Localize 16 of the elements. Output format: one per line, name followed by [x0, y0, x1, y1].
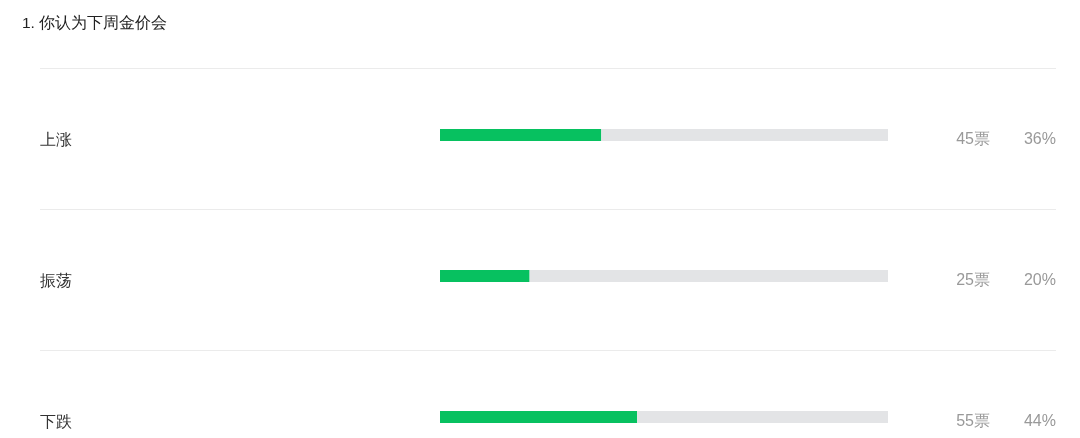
- text: 55票: [956, 411, 990, 429]
- data-label: 36%: [1023, 129, 1056, 147]
- text: 25票: [956, 270, 990, 288]
- y-tick-label: 下跌: [40, 412, 72, 430]
- bar: [637, 411, 888, 423]
- y-tick-label: 振荡: [40, 271, 72, 289]
- bar: [440, 270, 530, 282]
- bar: [601, 129, 888, 141]
- y-tick-label: 上涨: [40, 130, 72, 148]
- text: 45票: [956, 129, 990, 147]
- bar: [440, 411, 638, 423]
- text: 1. 你认为下周金价会: [22, 13, 168, 31]
- data-label: 20%: [1023, 270, 1056, 288]
- bar: [440, 129, 602, 141]
- data-label: 44%: [1023, 411, 1056, 429]
- bar: [529, 270, 888, 282]
